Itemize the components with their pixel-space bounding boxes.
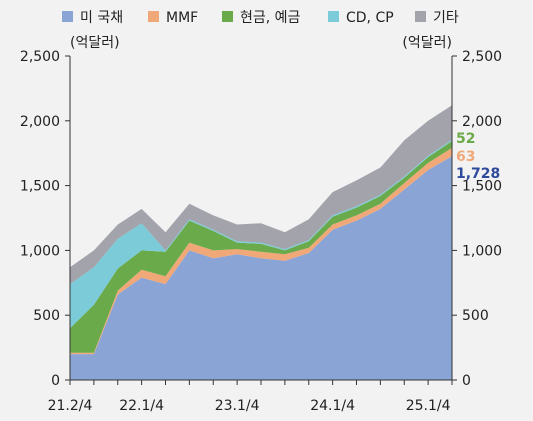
left-tick-label: 1,500 (20, 179, 60, 195)
area-기타 (70, 105, 452, 285)
right-axis-unit: (억달러) (402, 35, 452, 51)
legend-item-CD-CP: CD, CP (328, 10, 394, 26)
axes: 0 0 500 500 1,000 1,000 1,500 1,500 2,000 2,000 2,… (20, 49, 502, 414)
annotation-MMF: 63 (456, 149, 475, 165)
area-CD-CP (70, 139, 452, 329)
legend: 미 국채 MMF 현금, 예금 CD, CP 기타 (62, 10, 459, 26)
legend-item-기타: 기타 (415, 10, 459, 26)
legend-swatch (328, 11, 339, 22)
left-axis-unit: (억달러) (70, 35, 120, 51)
legend-label: 미 국채 (80, 10, 123, 26)
legend-swatch (62, 11, 73, 22)
legend-swatch (415, 11, 426, 22)
area-미-국채 (70, 156, 452, 380)
x-tick-label: 24.1/4 (310, 398, 355, 414)
left-tick-label: 2,000 (20, 114, 60, 130)
left-tick-label: 0 (51, 373, 60, 389)
right-tick-label: 0 (462, 373, 471, 389)
legend-label: MMF (166, 10, 198, 26)
right-tick-label: 500 (462, 308, 489, 324)
legend-label: CD, CP (346, 10, 394, 26)
legend-swatch (222, 11, 233, 22)
annotations: 52 631,728 (456, 131, 500, 182)
right-tick-label: 1,000 (462, 243, 502, 259)
annotation-현금-예금: 52 (456, 131, 475, 147)
legend-item-미-국채: 미 국채 (62, 10, 123, 26)
right-tick-label: 2,000 (462, 114, 502, 130)
annotation-미-국채: 1,728 (456, 166, 500, 182)
left-tick-label: 1,000 (20, 243, 60, 259)
legend-label: 기타 (433, 10, 459, 26)
x-tick-label: 22.1/4 (119, 398, 164, 414)
right-tick-label: 2,500 (462, 49, 502, 65)
stacked-areas (70, 105, 452, 380)
x-tick-label: 21.2/4 (48, 398, 93, 414)
legend-swatch (148, 11, 159, 22)
legend-item-현금-예금: 현금, 예금 (222, 10, 301, 26)
x-tick-label: 25.1/4 (406, 398, 451, 414)
area-현금-예금 (70, 141, 452, 353)
x-tick-label: 23.1/4 (215, 398, 260, 414)
legend-item-MMF: MMF (148, 10, 198, 26)
left-tick-label: 2,500 (20, 49, 60, 65)
legend-label: 현금, 예금 (240, 10, 301, 26)
right-tick-label: 1,500 (462, 179, 502, 195)
left-tick-label: 500 (33, 308, 60, 324)
